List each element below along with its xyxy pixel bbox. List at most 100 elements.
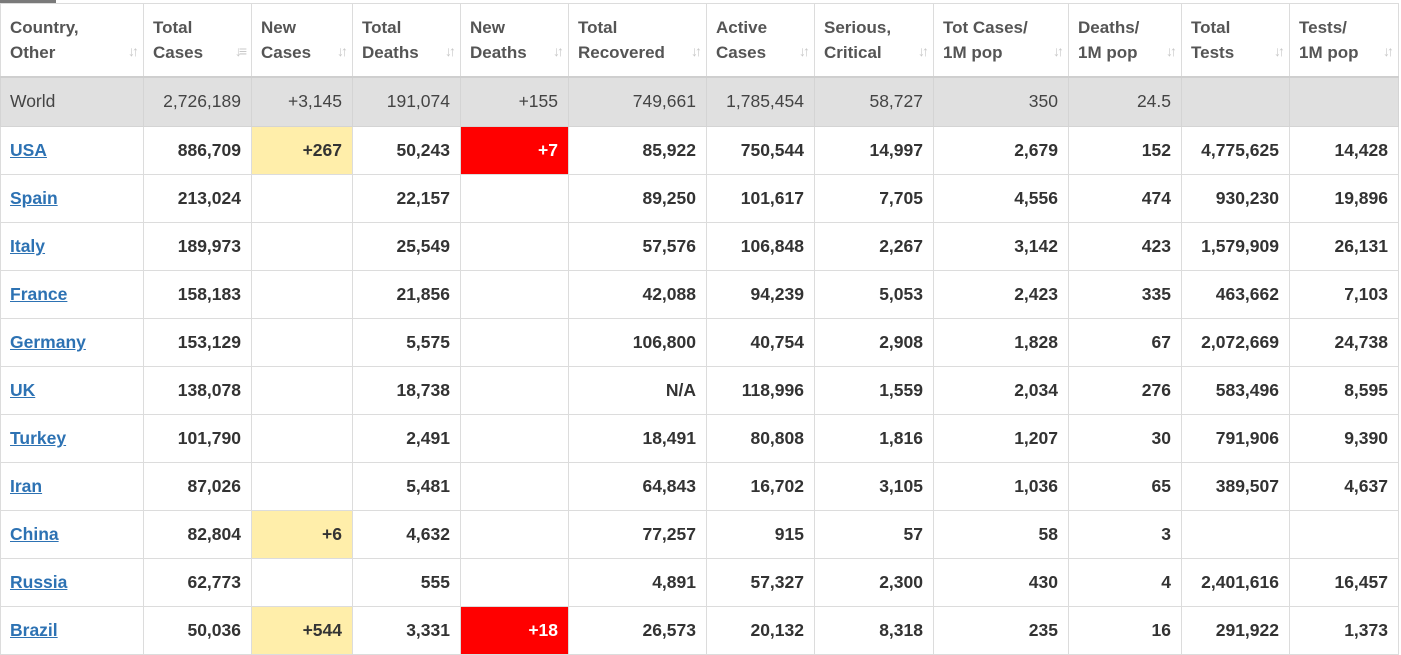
cell-cases-per-million: 1,207 (933, 414, 1069, 463)
column-header-line2: Tests (1191, 42, 1235, 62)
cell-active-cases: 106,848 (706, 222, 815, 271)
cell-new-cases (251, 270, 353, 319)
cell-tests-per-million: 9,390 (1289, 414, 1399, 463)
column-header-line2: 1M pop (1078, 42, 1138, 62)
cell-tests-per-million: 16,457 (1289, 558, 1399, 607)
column-header-line2: Cases (716, 42, 767, 62)
column-header-line2: Deaths (362, 42, 419, 62)
cell-total-recovered: 57,576 (568, 222, 707, 271)
cell-total-deaths: 4,632 (352, 510, 461, 559)
cell-country: China (0, 510, 144, 559)
cell-total-tests: 389,507 (1181, 462, 1290, 511)
country-link[interactable]: China (10, 524, 59, 544)
sort-arrows-icon[interactable]: ↓↑ (553, 42, 564, 59)
world-cell-cases-per-million: 350 (933, 76, 1069, 127)
cell-country: Iran (0, 462, 144, 511)
sort-arrows-icon[interactable]: ↓↑ (1383, 42, 1394, 59)
cell-total-recovered: 64,843 (568, 462, 707, 511)
cell-new-deaths (460, 510, 569, 559)
cell-total-deaths: 22,157 (352, 174, 461, 223)
column-header-cases-per-million[interactable]: Tot Cases/1M pop ↓↑ (933, 3, 1069, 78)
sort-arrows-icon[interactable]: ↓↑ (799, 42, 810, 59)
cell-total-deaths: 5,481 (352, 462, 461, 511)
country-link[interactable]: Iran (10, 476, 43, 496)
column-header-label: Tot Cases/1M pop (943, 15, 1060, 65)
column-header-line1: New (470, 17, 505, 37)
sort-arrows-icon[interactable]: ↓↑ (337, 42, 348, 59)
cell-total-cases: 101,790 (143, 414, 252, 463)
column-header-line1: Total (578, 17, 618, 37)
cell-total-cases: 189,973 (143, 222, 252, 271)
country-link[interactable]: Turkey (10, 428, 67, 448)
column-header-label: New Deaths (470, 15, 560, 65)
sort-arrows-icon[interactable]: ↓↑ (1274, 42, 1285, 59)
column-header-new-deaths[interactable]: New Deaths ↓↑ (460, 3, 569, 78)
country-link[interactable]: Russia (10, 572, 68, 592)
cell-country: France (0, 270, 144, 319)
cell-total-cases: 50,036 (143, 606, 252, 655)
cell-country: Germany (0, 318, 144, 367)
world-cell-total-tests (1181, 76, 1290, 127)
sort-arrows-icon[interactable]: ↓↑ (918, 42, 929, 59)
sort-arrows-icon[interactable]: ↓↑ (128, 42, 139, 59)
column-header-label: Active Cases (716, 15, 806, 65)
sort-desc-icon[interactable]: ↓≡ (234, 42, 247, 59)
column-header-new-cases[interactable]: New Cases ↓↑ (251, 3, 353, 78)
country-link[interactable]: Germany (10, 332, 86, 352)
country-link[interactable]: UK (10, 380, 36, 400)
cell-total-deaths: 3,331 (352, 606, 461, 655)
column-header-total-recovered[interactable]: Total Recovered ↓↑ (568, 3, 707, 78)
cell-total-tests: 791,906 (1181, 414, 1290, 463)
column-header-line2: Critical (824, 42, 882, 62)
cell-country: Spain (0, 174, 144, 223)
cell-total-recovered: 89,250 (568, 174, 707, 223)
cell-deaths-per-million: 335 (1068, 270, 1182, 319)
world-cell-total-cases: 2,726,189 (143, 76, 252, 127)
cell-total-recovered: 106,800 (568, 318, 707, 367)
covid-stats-table: Country, Other ↓↑ Total Cases ↓≡ New Cases ↓↑ Tot… (0, 3, 1399, 655)
column-header-total-tests[interactable]: Total Tests ↓↑ (1181, 3, 1290, 78)
cell-total-cases: 62,773 (143, 558, 252, 607)
country-link[interactable]: USA (10, 140, 47, 160)
country-link[interactable]: Italy (10, 236, 46, 256)
cell-new-cases (251, 222, 353, 271)
table-body: World 2,726,189 +3,145 191,074 +155 749,661 1,… (0, 76, 1399, 655)
column-header-line2: Other (10, 42, 56, 62)
column-header-active-cases[interactable]: Active Cases ↓↑ (706, 3, 815, 78)
column-header-country[interactable]: Country, Other ↓↑ (0, 3, 144, 78)
column-header-total-cases[interactable]: Total Cases ↓≡ (143, 3, 252, 78)
cell-total-recovered: 85,922 (568, 126, 707, 175)
country-link[interactable]: Spain (10, 188, 58, 208)
sort-arrows-icon[interactable]: ↓↑ (1166, 42, 1177, 59)
cell-new-deaths (460, 558, 569, 607)
column-header-total-deaths[interactable]: Total Deaths ↓↑ (352, 3, 461, 78)
column-header-line2: Deaths (470, 42, 527, 62)
world-cell-new-deaths: +155 (460, 76, 569, 127)
column-header-label: Tests/1M pop (1299, 15, 1390, 65)
column-header-line2: Cases (153, 42, 204, 62)
sort-arrows-icon[interactable]: ↓↑ (691, 42, 702, 59)
cell-new-cases (251, 174, 353, 223)
cell-total-recovered: 18,491 (568, 414, 707, 463)
cell-active-cases: 80,808 (706, 414, 815, 463)
column-header-label: Country, Other (10, 15, 135, 65)
column-header-tests-per-million[interactable]: Tests/1M pop ↓↑ (1289, 3, 1399, 78)
cell-cases-per-million: 1,036 (933, 462, 1069, 511)
column-header-label: New Cases (261, 15, 344, 65)
column-header-serious-critical[interactable]: Serious, Critical ↓↑ (814, 3, 934, 78)
cell-new-cases (251, 366, 353, 415)
cell-new-deaths (460, 366, 569, 415)
country-link[interactable]: Brazil (10, 620, 58, 640)
country-link[interactable]: France (10, 284, 68, 304)
sort-arrows-icon[interactable]: ↓↑ (445, 42, 456, 59)
column-header-label: Deaths/1M pop (1078, 15, 1173, 65)
cell-tests-per-million: 24,738 (1289, 318, 1399, 367)
cell-country: UK (0, 366, 144, 415)
cell-deaths-per-million: 65 (1068, 462, 1182, 511)
sort-arrows-icon[interactable]: ↓↑ (1053, 42, 1064, 59)
cell-cases-per-million: 2,034 (933, 366, 1069, 415)
column-header-deaths-per-million[interactable]: Deaths/1M pop ↓↑ (1068, 3, 1182, 78)
column-header-line1: Tests/ (1299, 17, 1347, 37)
table-row: Germany 153,129 5,575 106,800 40,754 2,908 1,8… (0, 318, 1399, 367)
world-cell-deaths-per-million: 24.5 (1068, 76, 1182, 127)
